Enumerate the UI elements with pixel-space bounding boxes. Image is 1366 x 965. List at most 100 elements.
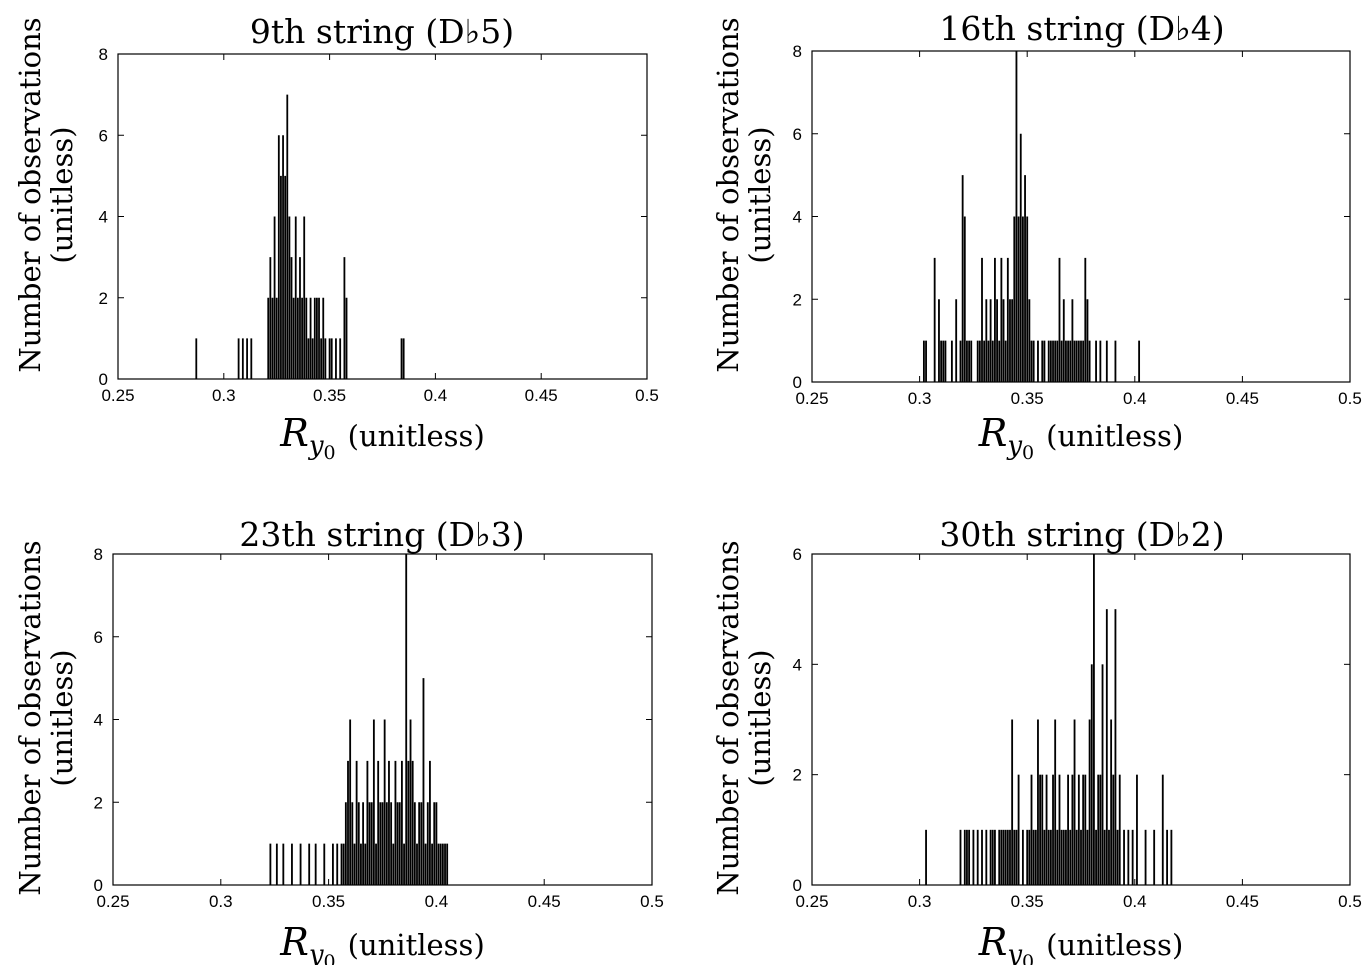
histogram-bar: [1062, 829, 1065, 885]
histogram-bar: [303, 216, 306, 379]
histogram-bar: [925, 340, 927, 383]
histogram-bar: [1099, 340, 1102, 383]
histogram-bar: [1024, 175, 1026, 383]
histogram-bar: [375, 843, 377, 886]
histogram-bar: [400, 338, 403, 380]
histogram-bar: [1166, 829, 1168, 885]
histogram-bar: [1114, 340, 1117, 383]
histogram-bar: [396, 802, 399, 885]
histogram-bar: [989, 299, 992, 382]
histogram-bar: [1144, 829, 1147, 885]
x-tick-label: 0.45: [1226, 892, 1259, 911]
y-axis-label: Number of observations: [711, 17, 745, 372]
y-tick-label: 4: [793, 655, 802, 674]
histogram-panel-16th-string: 16th string (D♭4) 0.25 0.3 0.35 0.4 0.45 0.5 0…: [711, 9, 1362, 464]
histogram-bar: [250, 338, 253, 380]
histogram-bar: [402, 338, 405, 380]
x-tick-label: 0.45: [1226, 389, 1259, 408]
histogram-bar: [1097, 774, 1100, 885]
histogram-bar: [323, 843, 326, 886]
histogram-bar: [290, 257, 293, 380]
plot-frame: [811, 553, 1351, 886]
histogram-bar: [944, 340, 947, 383]
histogram-bar: [314, 843, 317, 886]
histogram-bar: [353, 843, 356, 886]
histogram-bar: [933, 257, 936, 383]
histogram-bar: [994, 829, 996, 885]
histogram-bar: [1075, 340, 1078, 383]
histogram-bar: [355, 760, 358, 886]
histogram-bar: [1015, 51, 1018, 382]
histogram-bar: [282, 843, 285, 886]
histogram-bar: [1047, 340, 1050, 383]
histogram-bar: [330, 338, 333, 380]
histogram-bar: [1056, 829, 1059, 885]
histogram-panel-30th-string: 30th string (D♭2) 0.25 0.3 0.35 0.4 0.45 0.5 0…: [711, 515, 1362, 965]
histogram-bar: [966, 829, 968, 885]
histogram-bar: [991, 340, 994, 383]
histogram-bar: [1090, 664, 1093, 885]
x-tick-label: 0.4: [424, 386, 448, 405]
panel-title: 23th string (D♭3): [239, 515, 524, 554]
histogram-bar: [1069, 340, 1072, 383]
histogram-bar: [955, 299, 958, 382]
y-axis-label: Number of observations: [13, 540, 47, 895]
histogram-bar: [291, 843, 293, 886]
histogram-bar: [972, 829, 975, 885]
histogram-bar: [237, 338, 240, 380]
histogram-bar: [340, 843, 343, 886]
histogram-bar: [284, 175, 287, 380]
histogram-bar: [1138, 340, 1141, 383]
histogram-bar: [437, 843, 440, 886]
histogram-bar: [1009, 829, 1011, 885]
histogram-bar: [1021, 829, 1024, 885]
x-tick-label: 0.5: [1338, 892, 1362, 911]
histogram-bar: [1077, 774, 1080, 885]
histogram-bar: [985, 299, 988, 382]
histogram-bar: [1013, 829, 1016, 885]
histogram-bar: [1123, 829, 1125, 885]
histogram-bar: [433, 802, 436, 885]
histogram-bar: [416, 843, 418, 886]
x-tick-label: 0.25: [795, 389, 828, 408]
histogram-bar: [335, 338, 337, 380]
histogram-bar: [195, 338, 198, 380]
histogram-bar: [1009, 299, 1011, 382]
histogram-bar: [286, 94, 289, 380]
histogram-bar: [1084, 774, 1087, 885]
histogram-bar: [411, 760, 414, 886]
histogram-bar: [282, 135, 284, 379]
y-tick-label: 2: [793, 766, 802, 785]
histogram-bar: [1153, 829, 1156, 885]
histogram-bar: [963, 216, 966, 382]
histogram-bar: [1110, 719, 1113, 885]
histogram-bar: [1095, 829, 1097, 885]
histogram-bar: [318, 297, 320, 379]
y-tick-label: 2: [793, 290, 802, 309]
histogram-bar: [1026, 216, 1029, 382]
histogram-bar: [339, 338, 342, 380]
histogram-bar: [1037, 719, 1039, 885]
histogram-bar: [398, 802, 401, 885]
histogram-bar: [294, 216, 297, 379]
histogram-bar: [959, 829, 962, 885]
histogram-bar: [1101, 664, 1104, 885]
histogram-bar: [444, 843, 446, 886]
histogram-bar: [1136, 774, 1138, 885]
histogram-bar: [1127, 829, 1130, 885]
x-tick-label: 0.5: [1338, 389, 1362, 408]
x-tick-label: 0.3: [908, 389, 932, 408]
histogram-bar: [1082, 340, 1085, 383]
histogram-bar: [925, 829, 927, 885]
histogram-bar: [347, 760, 349, 886]
histogram-bar: [1080, 829, 1082, 885]
histogram-bar: [1006, 257, 1009, 383]
y-tick-label: 8: [94, 545, 103, 564]
y-axis-label-unit: (unitless): [743, 649, 777, 786]
histogram-bar: [1052, 774, 1054, 885]
y-axis-label-unit: (unitless): [45, 126, 79, 263]
histogram-bar: [446, 843, 449, 886]
histogram-bar: [439, 843, 442, 886]
histogram-bar: [392, 843, 395, 886]
